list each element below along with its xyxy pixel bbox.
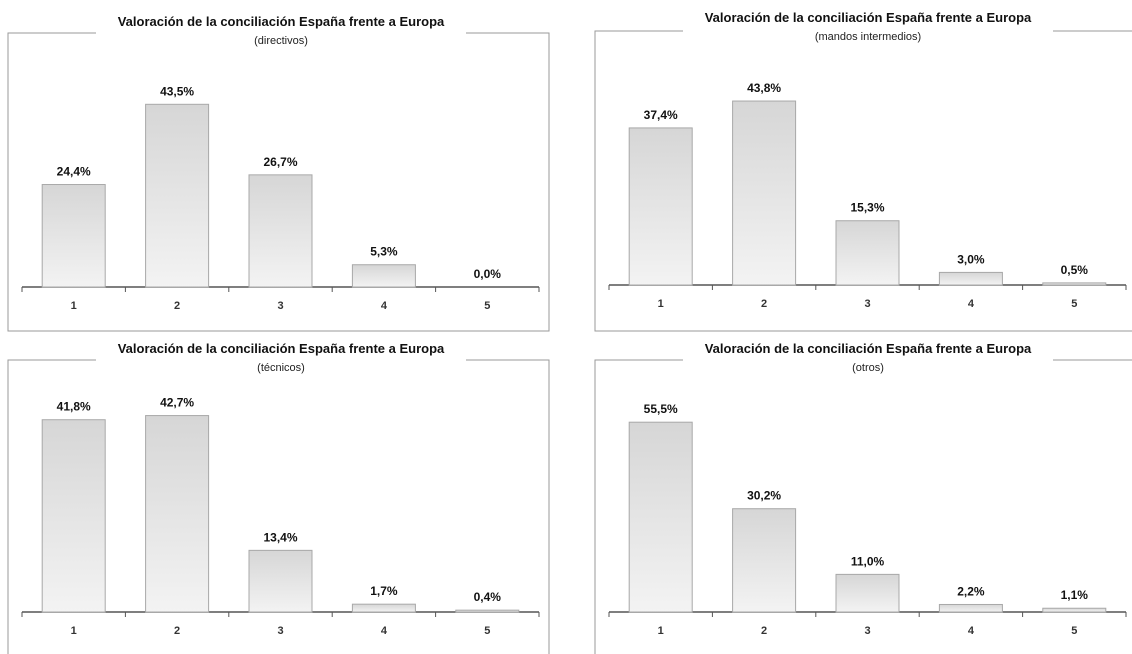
plot-area: 41,8% 1 42,7% 2 13,4% 3 1,7% 4 0,4% 5 — [21, 396, 540, 637]
x-tick-label: 1 — [658, 625, 664, 637]
data-label: 42,7% — [160, 396, 194, 410]
title-backdrop — [683, 340, 1053, 378]
bar — [938, 271, 1003, 286]
title-backdrop — [96, 14, 466, 52]
bar — [351, 264, 416, 288]
x-tick-label: 2 — [761, 625, 767, 637]
bar — [455, 609, 520, 613]
x-tick-label: 1 — [658, 298, 664, 310]
x-tick-label: 4 — [381, 300, 388, 312]
bar — [938, 603, 1003, 613]
title-backdrop — [683, 12, 1053, 50]
data-label: 11,0% — [851, 554, 885, 568]
bar — [248, 174, 313, 288]
bar — [835, 573, 900, 613]
data-label: 1,1% — [1061, 588, 1089, 602]
data-label: 41,8% — [57, 400, 91, 414]
chart-panel-mandos-intermedios: Valoración de la conciliación España fre… — [591, 4, 1132, 334]
bar — [41, 419, 106, 613]
x-tick-label: 2 — [174, 300, 180, 312]
chart-panel-tecnicos: Valoración de la conciliación España fre… — [4, 334, 554, 654]
plot-area: 55,5% 1 30,2% 2 11,0% 3 2,2% 4 1,1% 5 — [608, 402, 1127, 637]
bar — [145, 415, 210, 613]
plot-area: 37,4% 1 43,8% 2 15,3% 3 3,0% 4 0,5% 5 — [608, 81, 1127, 310]
chart-svg: Valoración de la conciliación España fre… — [7, 340, 550, 654]
data-label: 2,2% — [957, 584, 985, 598]
title-backdrop — [96, 340, 466, 378]
data-label: 55,5% — [644, 402, 678, 416]
bar — [1042, 282, 1107, 286]
data-label: 5,3% — [370, 245, 398, 259]
chart-svg: Valoración de la conciliación España fre… — [7, 14, 550, 332]
data-label: 30,2% — [747, 489, 781, 503]
chart-title: Valoración de la conciliación España fre… — [705, 10, 1032, 25]
chart-panel-directivos: Valoración de la conciliación España fre… — [4, 6, 554, 332]
data-label: 26,7% — [263, 155, 297, 169]
x-tick-label: 4 — [968, 625, 975, 637]
data-label: 15,3% — [850, 201, 884, 215]
data-label: 1,7% — [370, 584, 398, 598]
bar — [351, 603, 416, 613]
x-tick-label: 3 — [277, 625, 283, 637]
bar — [628, 421, 693, 613]
x-tick-label: 2 — [174, 625, 180, 637]
bar — [732, 100, 797, 286]
chart-panel-otros: Valoración de la conciliación España fre… — [591, 334, 1132, 654]
data-label: 0,5% — [1061, 263, 1089, 277]
data-label: 24,4% — [57, 165, 91, 179]
x-tick-label: 5 — [1071, 625, 1077, 637]
x-tick-label: 5 — [1071, 298, 1077, 310]
chart-svg: Valoración de la conciliación España fre… — [594, 10, 1132, 332]
bar — [628, 127, 693, 286]
x-tick-label: 3 — [277, 300, 283, 312]
bar — [41, 184, 106, 288]
x-tick-label: 1 — [71, 300, 77, 312]
bar — [248, 549, 313, 613]
data-label: 37,4% — [644, 108, 678, 122]
bar — [732, 508, 797, 613]
chart-subtitle: (directivos) — [254, 35, 308, 47]
x-tick-label: 1 — [71, 625, 77, 637]
data-label: 0,0% — [474, 267, 502, 281]
x-tick-label: 5 — [484, 300, 490, 312]
chart-title: Valoración de la conciliación España fre… — [118, 14, 445, 29]
x-tick-label: 3 — [864, 298, 870, 310]
chart-svg: Valoración de la conciliación España fre… — [594, 340, 1132, 654]
bar — [145, 103, 210, 288]
chart-subtitle: (mandos intermedios) — [815, 31, 921, 43]
x-tick-label: 2 — [761, 298, 767, 310]
chart-title: Valoración de la conciliación España fre… — [705, 341, 1032, 356]
chart-subtitle: (otros) — [852, 362, 884, 374]
x-tick-label: 3 — [864, 625, 870, 637]
bar — [835, 220, 900, 286]
plot-area: 24,4% 1 43,5% 2 26,7% 3 5,3% 4 0,0% 5 — [21, 84, 540, 312]
x-tick-label: 4 — [968, 298, 975, 310]
chart-subtitle: (técnicos) — [257, 362, 305, 374]
x-tick-label: 4 — [381, 625, 388, 637]
data-label: 0,4% — [474, 590, 502, 604]
x-tick-label: 5 — [484, 625, 490, 637]
data-label: 43,5% — [160, 84, 194, 98]
data-label: 13,4% — [263, 530, 297, 544]
data-label: 43,8% — [747, 81, 781, 95]
data-label: 3,0% — [957, 252, 985, 266]
bar — [1042, 607, 1107, 613]
chart-title: Valoración de la conciliación España fre… — [118, 341, 445, 356]
